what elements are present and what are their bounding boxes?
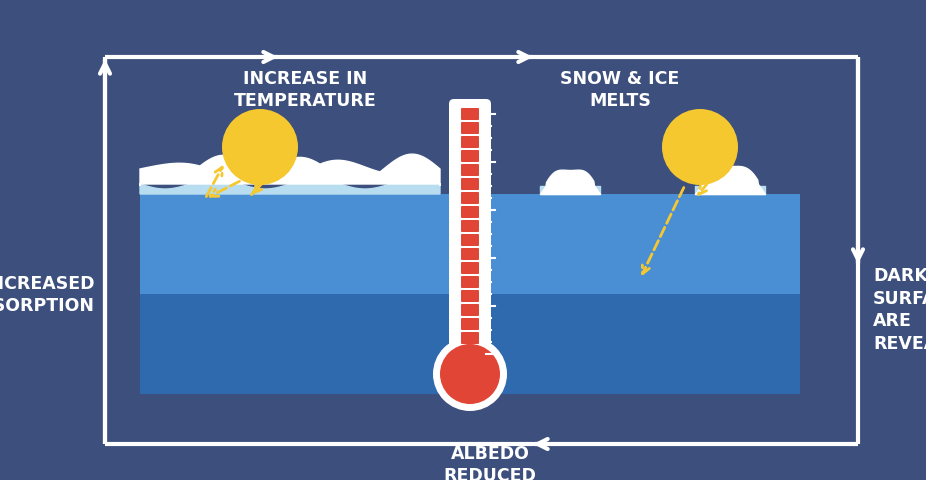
Circle shape <box>440 344 500 404</box>
FancyBboxPatch shape <box>461 192 479 204</box>
FancyBboxPatch shape <box>461 151 479 163</box>
Bar <box>140 194 800 294</box>
FancyBboxPatch shape <box>461 123 479 135</box>
FancyBboxPatch shape <box>461 290 479 302</box>
Circle shape <box>222 110 298 186</box>
FancyBboxPatch shape <box>461 276 479 288</box>
FancyBboxPatch shape <box>461 304 479 316</box>
FancyBboxPatch shape <box>449 100 491 369</box>
Text: INCREASE IN
TEMPERATURE: INCREASE IN TEMPERATURE <box>233 70 376 110</box>
Polygon shape <box>140 155 440 187</box>
FancyBboxPatch shape <box>461 206 479 218</box>
Circle shape <box>433 337 507 411</box>
Text: ALBEDO
REDUCED: ALBEDO REDUCED <box>444 444 536 480</box>
FancyBboxPatch shape <box>461 249 479 261</box>
FancyBboxPatch shape <box>461 179 479 191</box>
FancyBboxPatch shape <box>461 346 479 358</box>
Bar <box>140 294 800 394</box>
FancyBboxPatch shape <box>461 137 479 149</box>
Polygon shape <box>140 180 440 194</box>
Text: INCREASED
ABSORPTION: INCREASED ABSORPTION <box>0 274 95 315</box>
Text: DARKER
SURFACES
ARE
REVEALED: DARKER SURFACES ARE REVEALED <box>873 266 926 353</box>
Circle shape <box>662 110 738 186</box>
FancyBboxPatch shape <box>461 263 479 275</box>
FancyBboxPatch shape <box>461 109 479 121</box>
FancyBboxPatch shape <box>461 235 479 247</box>
FancyBboxPatch shape <box>461 165 479 177</box>
FancyBboxPatch shape <box>461 332 479 344</box>
Text: SNOW & ICE
MELTS: SNOW & ICE MELTS <box>560 70 680 110</box>
FancyBboxPatch shape <box>461 220 479 232</box>
FancyBboxPatch shape <box>461 318 479 330</box>
